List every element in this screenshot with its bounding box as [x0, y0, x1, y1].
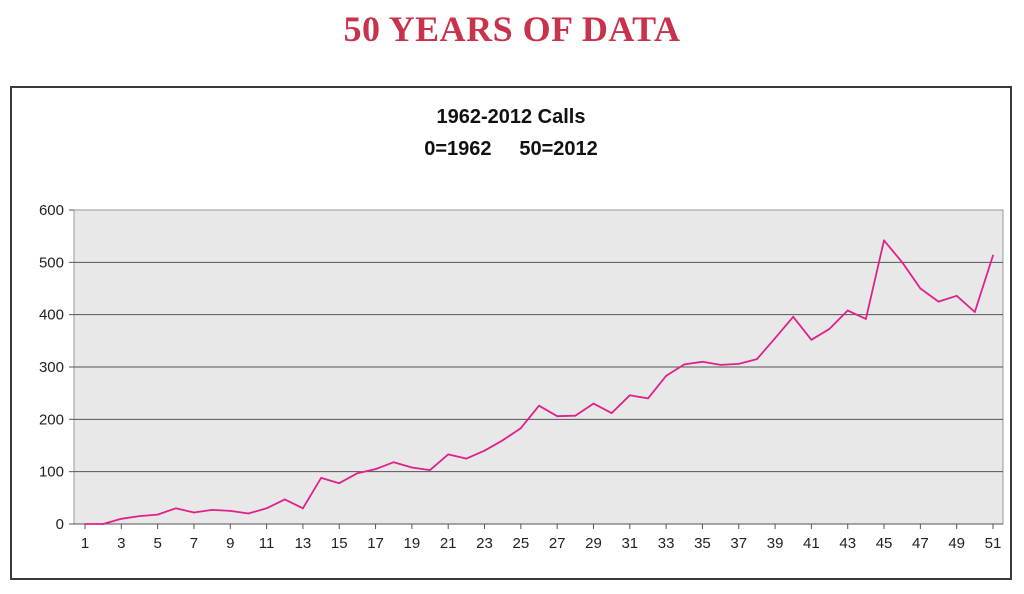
data-point: [574, 414, 577, 417]
x-tick-label: 5: [153, 535, 161, 552]
data-point: [955, 294, 958, 297]
data-point: [683, 363, 686, 366]
y-tick-label: 200: [39, 411, 64, 428]
data-point: [247, 512, 250, 515]
data-point: [937, 300, 940, 303]
data-point: [864, 317, 867, 320]
data-point: [229, 510, 232, 512]
data-point: [356, 472, 359, 475]
data-point: [647, 397, 649, 400]
data-point: [501, 439, 504, 442]
x-tick-label: 3: [117, 535, 125, 552]
x-tick-label: 33: [658, 535, 675, 552]
y-tick-label: 400: [39, 307, 64, 324]
x-tick-label: 39: [767, 535, 784, 552]
data-point: [519, 427, 522, 430]
gridlines: [74, 261, 1003, 473]
chart-subtitle: 0=1962 50=2012: [424, 138, 598, 160]
data-point: [302, 507, 304, 510]
data-point: [701, 360, 704, 363]
series-layer: [84, 239, 994, 525]
data-point: [138, 515, 141, 518]
x-tick-label: 21: [440, 535, 457, 552]
data-point: [810, 338, 813, 341]
data-point: [828, 327, 831, 330]
x-tick-label: 11: [259, 535, 275, 552]
data-point: [973, 311, 976, 313]
x-tick-label: 47: [912, 535, 929, 552]
x-tick-label: 17: [367, 535, 384, 552]
x-tick-label: 31: [621, 535, 638, 552]
data-point: [556, 415, 559, 418]
x-tick-label: 13: [295, 535, 312, 552]
data-point: [883, 239, 885, 242]
page-heading: 50 YEARS OF DATA: [343, 9, 681, 49]
data-point: [392, 461, 395, 464]
y-tick-label: 300: [39, 359, 64, 376]
chart-container: 1962-2012 Calls 0=1962 50=2012 0 100 200 30…: [10, 86, 1012, 580]
data-point: [156, 513, 159, 516]
x-tick-label: 49: [948, 535, 965, 552]
data-point: [265, 507, 268, 510]
data-point: [665, 374, 668, 377]
x-tick-label: 35: [694, 535, 711, 552]
x-tick-label: 45: [876, 535, 893, 552]
x-tick-label: 41: [803, 535, 820, 552]
data-point: [374, 468, 377, 470]
data-point: [483, 449, 486, 452]
data-point: [737, 362, 740, 365]
x-tick-label: 29: [585, 535, 602, 552]
data-point: [211, 508, 214, 511]
data-point: [193, 511, 195, 514]
data-point: [447, 453, 450, 456]
data-point: [320, 477, 322, 479]
y-tick-label: 500: [39, 254, 64, 271]
data-point: [901, 261, 904, 264]
chart-title: 1962-2012 Calls: [436, 106, 586, 128]
x-tick-label: 23: [476, 535, 493, 552]
data-point: [756, 358, 758, 361]
data-point: [283, 498, 286, 501]
data-point: [538, 404, 540, 407]
data-point: [792, 315, 795, 318]
x-tick-label: 19: [404, 535, 421, 552]
x-tick-label: 1: [81, 535, 89, 552]
y-tick-label: 600: [39, 202, 64, 219]
data-point: [774, 337, 776, 340]
x-tick-label: 27: [549, 535, 566, 552]
data-point: [102, 523, 105, 525]
x-tick-label: 7: [190, 535, 198, 552]
x-tick-label: 37: [730, 535, 747, 552]
data-point: [410, 466, 413, 469]
data-point: [919, 287, 922, 290]
data-point: [992, 254, 994, 257]
x-tick-label: 9: [226, 535, 234, 552]
data-point: [846, 309, 849, 312]
data-point: [338, 482, 341, 485]
data-point: [84, 523, 86, 525]
x-tick-label: 25: [512, 535, 529, 552]
data-point: [628, 394, 631, 397]
data-point: [719, 364, 722, 366]
data-point: [429, 469, 431, 471]
x-tick-label: 51: [985, 535, 1002, 552]
x-tick-label: 43: [839, 535, 856, 552]
x-tick-label: 15: [331, 535, 348, 552]
data-point: [610, 412, 613, 414]
y-tick-label: 100: [39, 464, 64, 481]
data-point: [465, 457, 468, 460]
data-point: [174, 507, 177, 510]
y-tick-label: 0: [56, 516, 64, 533]
data-point: [592, 402, 595, 405]
data-point: [120, 517, 123, 520]
